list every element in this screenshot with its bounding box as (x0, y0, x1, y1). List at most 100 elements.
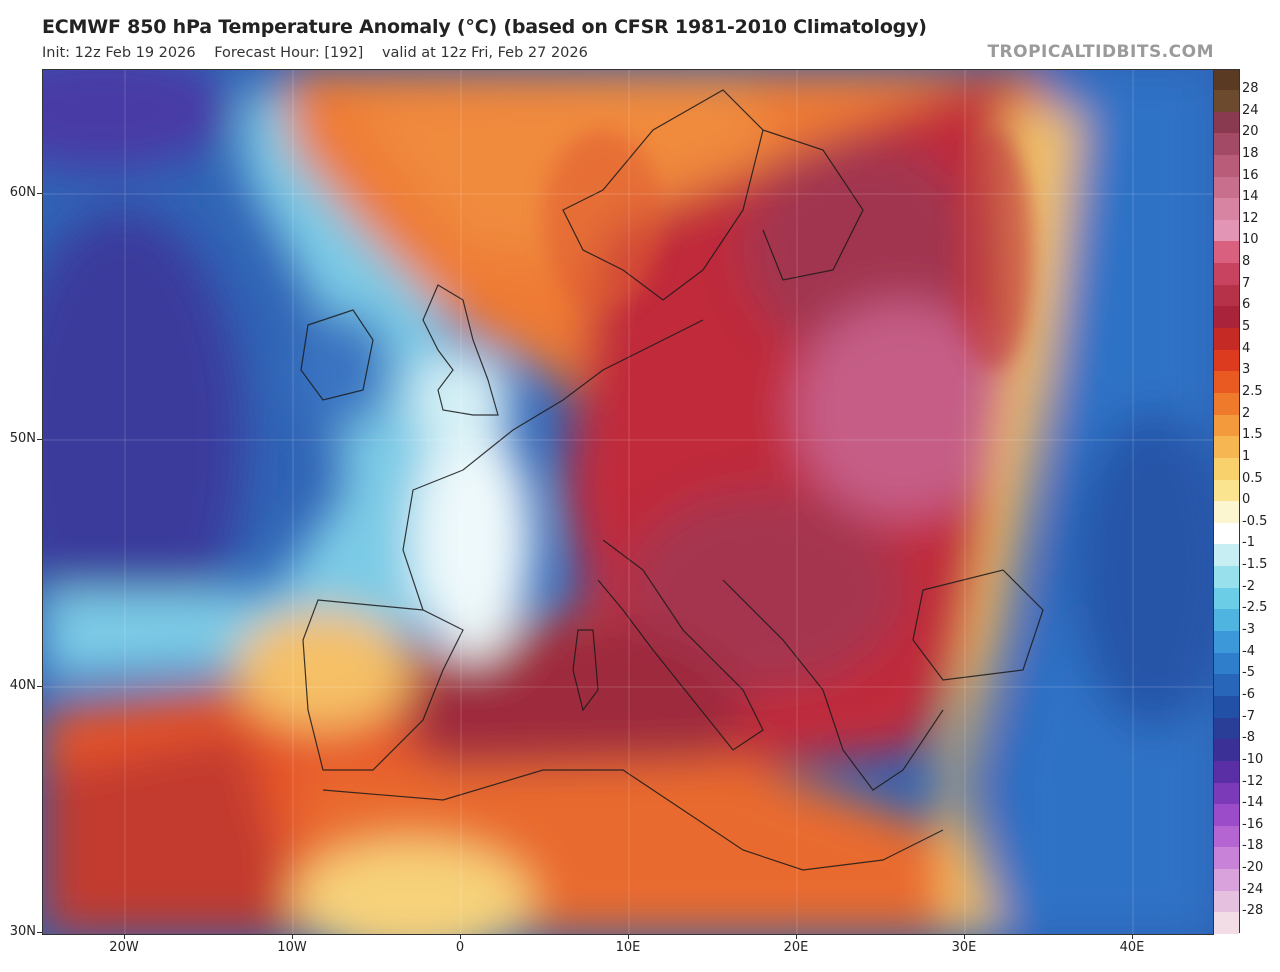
colorbar-label: -2.5 (1242, 600, 1268, 616)
colorbar-swatch (1214, 479, 1239, 502)
colorbar-label: -4 (1242, 643, 1255, 659)
colorbar-label: 20 (1242, 124, 1259, 140)
colorbar-label: 5 (1242, 319, 1251, 335)
lat-label-40n: 40N (9, 678, 36, 693)
colorbar-label: 28 (1242, 81, 1259, 96)
colorbar-label: 14 (1242, 189, 1259, 205)
colorbar-swatch (1214, 760, 1239, 783)
map-title: ECMWF 850 hPa Temperature Anomaly (°C) (… (42, 16, 927, 38)
colorbar-label: -24 (1242, 881, 1264, 897)
colorbar-swatch (1214, 544, 1239, 567)
colorbar-label: 0 (1242, 492, 1251, 508)
colorbar-swatch (1214, 717, 1239, 740)
colorbar-label: -1.5 (1242, 557, 1268, 573)
colorbar-label: -16 (1242, 816, 1264, 832)
colorbar-label: -7 (1242, 708, 1255, 724)
lon-tick (1132, 934, 1133, 939)
colorbar-swatch (1214, 782, 1239, 805)
colorbar-label: 1.5 (1242, 427, 1263, 443)
colorbar-swatch (1214, 522, 1239, 545)
forecast-hour: Forecast Hour: [192] (214, 45, 364, 61)
colorbar-label: 0.5 (1242, 470, 1263, 486)
colorbar-label: -14 (1242, 795, 1264, 811)
colorbar-swatch (1214, 284, 1239, 307)
colorbar-swatch (1214, 652, 1239, 675)
colorbar-label: 6 (1242, 297, 1251, 313)
colorbar-swatch (1214, 825, 1239, 848)
colorbar-label: -20 (1242, 860, 1264, 876)
colorbar-swatch (1214, 111, 1239, 134)
colorbar-label: -1 (1242, 535, 1255, 551)
colorbar (1213, 69, 1240, 935)
colorbar-label: 12 (1242, 210, 1259, 226)
colorbar-swatch (1214, 804, 1239, 827)
colorbar-swatch (1214, 198, 1239, 221)
colorbar-label: -2 (1242, 578, 1255, 594)
colorbar-swatch (1214, 414, 1239, 437)
coastlines (300, 89, 1044, 871)
colorbar-swatch (1214, 912, 1239, 935)
colorbar-swatch (1214, 263, 1239, 286)
colorbar-swatch (1214, 587, 1239, 610)
colorbar-label: -10 (1242, 751, 1264, 767)
lon-tick (460, 934, 461, 939)
colorbar-label: 2.5 (1242, 383, 1263, 399)
colorbar-label: 24 (1242, 102, 1259, 118)
colorbar-swatch (1214, 436, 1239, 459)
colorbar-label: 18 (1242, 145, 1259, 161)
colorbar-swatch (1214, 457, 1239, 481)
anomaly-field (43, 70, 1213, 934)
colorbar-swatch (1214, 674, 1239, 697)
lon-label-20w: 20W (109, 940, 139, 955)
lon-label-40e: 40E (1119, 940, 1145, 955)
lon-tick (292, 934, 293, 939)
lon-tick (628, 934, 629, 939)
colorbar-swatch (1214, 631, 1239, 654)
anomaly-map (42, 69, 1214, 935)
map-subtitle: Init: 12z Feb 19 2026 Forecast Hour: [19… (42, 45, 602, 61)
lat-label-50n: 50N (9, 431, 36, 446)
lon-label-20e: 20E (783, 940, 809, 955)
lat-tick (37, 686, 42, 687)
colorbar-swatch (1214, 566, 1239, 589)
init-time: Init: 12z Feb 19 2026 (42, 45, 196, 61)
colorbar-label: 1 (1242, 448, 1251, 464)
colorbar-swatch (1214, 501, 1239, 524)
colorbar-swatch (1214, 154, 1239, 178)
colorbar-swatch (1214, 176, 1239, 199)
colorbar-label: -6 (1242, 686, 1255, 702)
colorbar-label: -3 (1242, 622, 1255, 638)
colorbar-swatch (1214, 219, 1239, 242)
colorbar-label: 4 (1242, 340, 1251, 356)
colorbar-label: 10 (1242, 232, 1259, 248)
colorbar-swatch (1214, 739, 1239, 762)
colorbar-swatch (1214, 371, 1239, 394)
colorbar-swatch (1214, 609, 1239, 632)
colorbar-label: -5 (1242, 665, 1255, 681)
colorbar-cap (1214, 70, 1239, 90)
colorbar-swatch (1214, 241, 1239, 264)
colorbar-label: -12 (1242, 773, 1264, 789)
lon-label-10w: 10W (277, 940, 307, 955)
colorbar-swatch (1214, 869, 1239, 892)
lon-label-0: 0 (455, 940, 465, 955)
colorbar-swatch (1214, 890, 1239, 913)
colorbar-swatch (1214, 90, 1239, 113)
colorbar-label: -0.5 (1242, 513, 1268, 529)
colorbar-label: 7 (1242, 275, 1251, 291)
colorbar-swatch (1214, 306, 1239, 329)
brand-watermark: TROPICALTIDBITS.COM (987, 42, 1214, 62)
lat-tick (37, 439, 42, 440)
lat-label-30n: 30N (9, 924, 36, 939)
lon-tick (124, 934, 125, 939)
lat-label-60n: 60N (9, 185, 36, 200)
colorbar-label: 2 (1242, 405, 1251, 421)
colorbar-label: 3 (1242, 362, 1251, 378)
colorbar-label: -8 (1242, 730, 1255, 746)
colorbar-swatch (1214, 847, 1239, 870)
lon-label-30e: 30E (951, 940, 977, 955)
graticule (43, 70, 1213, 934)
lat-tick (37, 932, 42, 933)
colorbar-label: 16 (1242, 167, 1259, 183)
colorbar-swatch (1214, 392, 1239, 416)
